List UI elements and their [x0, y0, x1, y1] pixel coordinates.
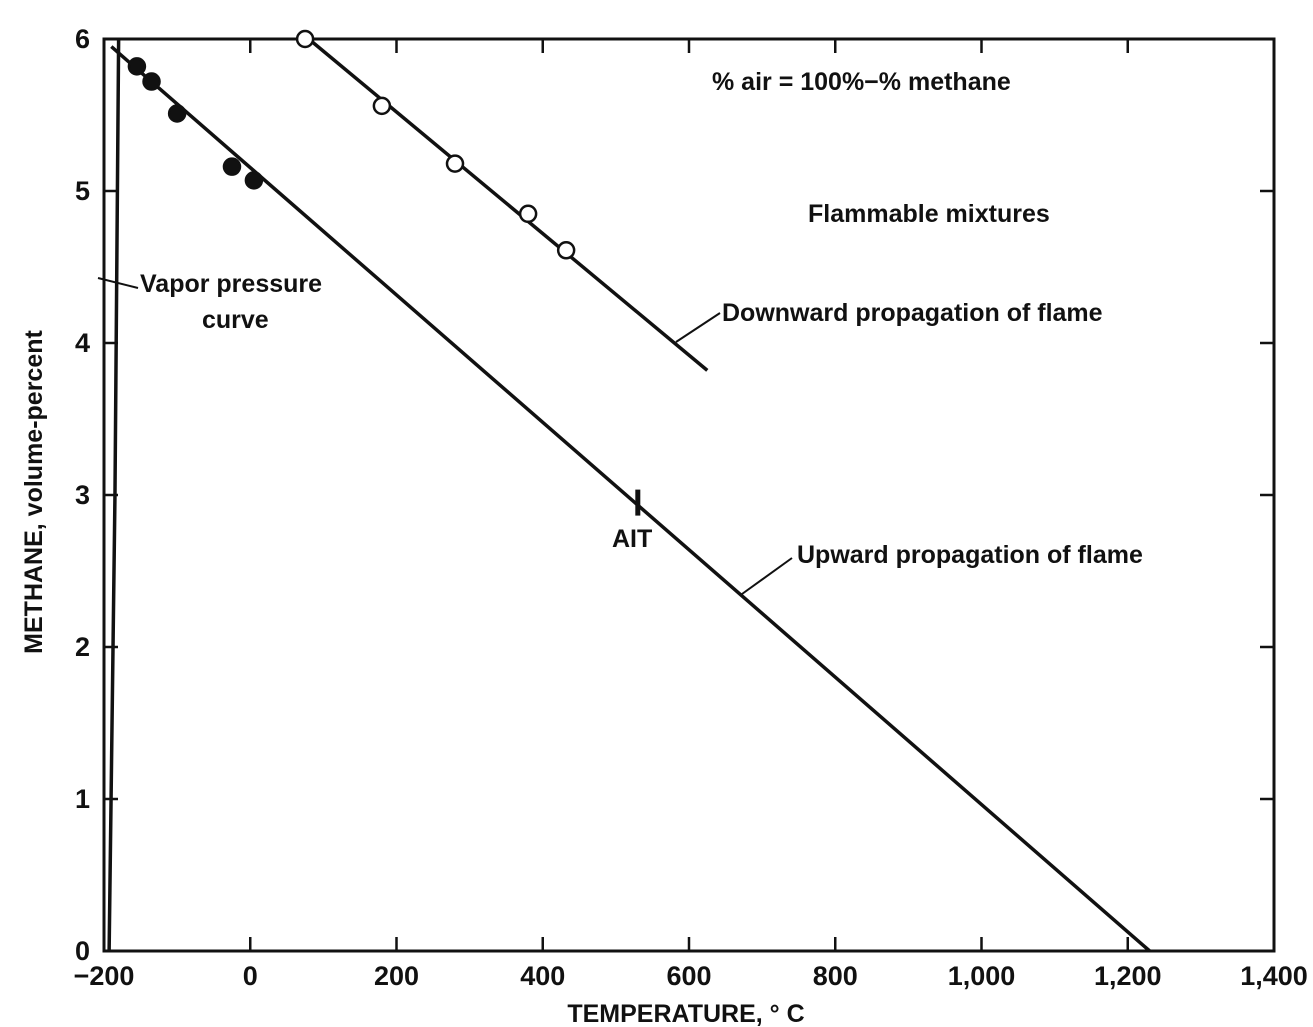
annotations: % air = 100%−% methane Flammable mixture…	[20, 68, 1143, 1027]
upward-propagation-of-flame-point	[167, 104, 187, 123]
y-tick-label: 4	[75, 328, 90, 358]
upward-propagation-of-flame-point	[244, 171, 264, 190]
vapor-pressure-label-line2: curve	[202, 306, 269, 334]
downward-propagation-of-flame-point	[295, 29, 315, 49]
x-tick-label: 800	[813, 961, 858, 991]
y-tick-label: 5	[75, 176, 90, 206]
vapor-pressure-leader	[97, 277, 139, 289]
y-axis-title: METHANE, volume-percent	[20, 330, 48, 654]
ait-label: AIT	[612, 525, 652, 553]
series-points	[127, 29, 576, 260]
upward-propagation-of-flame-line	[110, 45, 1151, 953]
y-tick-label: 3	[75, 480, 90, 510]
y-tick-label: 1	[75, 784, 90, 814]
downward-propagation-of-flame-line	[307, 37, 709, 372]
upward-flame-label: Upward propagation of flame	[797, 541, 1143, 569]
upward-leader	[741, 557, 793, 595]
upward-propagation-of-flame-point	[222, 157, 242, 176]
flammable-region-label: Flammable mixtures	[808, 200, 1050, 228]
formula-annotation: % air = 100%−% methane	[712, 68, 1011, 96]
upward-propagation-of-flame-point	[142, 72, 161, 91]
x-tick-label: 1,000	[948, 961, 1016, 991]
x-tick-label: 1,400	[1240, 961, 1308, 991]
plot-frame	[102, 37, 1276, 953]
downward-propagation-of-flame-point	[445, 154, 465, 173]
x-tick-label: −200	[74, 961, 135, 991]
upward-propagation-of-flame-point	[127, 57, 147, 76]
vapor-pressure-label-line1: Vapor pressure	[140, 270, 322, 298]
y-tick-label: 6	[75, 24, 90, 54]
x-tick-label: 400	[520, 961, 565, 991]
downward-propagation-of-flame-point	[556, 241, 576, 260]
x-tick-label: 1,200	[1094, 961, 1162, 991]
downward-propagation-of-flame-point	[518, 204, 538, 224]
x-tick-label: 0	[243, 961, 258, 991]
downward-flame-label: Downward propagation of flame	[722, 299, 1103, 327]
vapor-pressure-curve-line	[107, 38, 121, 952]
series-lines	[97, 37, 1151, 953]
downward-leader	[675, 312, 721, 343]
y-tick-label: 2	[75, 632, 90, 662]
x-tick-label: 200	[374, 961, 419, 991]
downward-propagation-of-flame-point	[372, 96, 392, 116]
y-tick-label: 0	[75, 936, 90, 966]
x-tick-label: 600	[666, 961, 711, 991]
x-axis-title: TEMPERATURE, ° C	[567, 1000, 804, 1027]
